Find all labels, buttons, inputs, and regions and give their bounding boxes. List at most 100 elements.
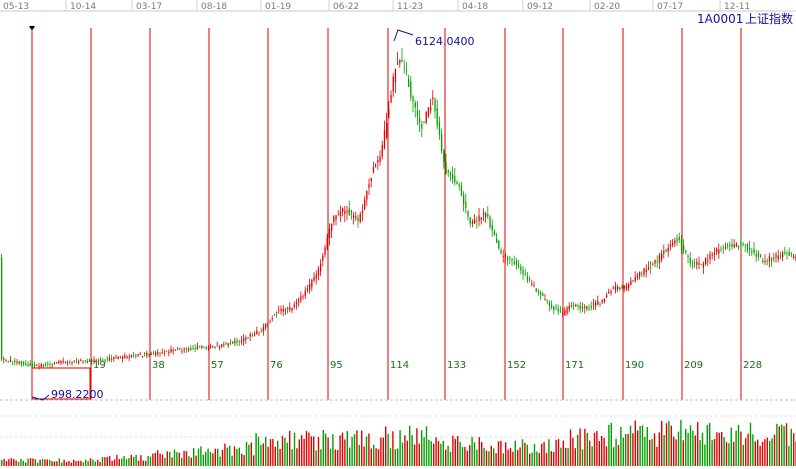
cycle-label: 114 [390,360,409,371]
candle-body [9,359,12,362]
volume-bar [790,428,792,466]
volume-bar [202,454,204,466]
candle-body [293,304,295,307]
candle-body [315,274,317,279]
candle-body [524,273,526,275]
candle-body [53,362,56,365]
candle-body [20,361,23,365]
volume-bar [293,432,296,466]
candle-body [436,107,438,126]
volume-bar [327,437,329,466]
candle-body [280,308,282,312]
candle-body [707,259,709,261]
volume-bars [1,420,796,466]
candle-body [760,256,762,258]
candle-body [601,300,603,302]
candle-body [509,257,511,258]
volume-bar [500,440,502,466]
volume-bar [111,460,113,466]
volume-bar [538,453,540,466]
candle-body [733,244,735,248]
volume-bar [505,442,507,466]
candle-body [513,261,515,264]
candle-body [381,144,383,157]
candle-body [137,353,139,356]
volume-bar [365,436,368,466]
candle-body [82,360,84,362]
volume-bar [454,438,456,466]
volume-bar [200,446,202,466]
candle-body [645,269,647,273]
candle-body [485,213,487,218]
candle-body [577,305,579,307]
candle-body [669,244,672,247]
cycle-label: 152 [507,360,526,371]
candle-body [687,256,689,257]
candle-body [71,361,73,363]
candle-body [328,228,331,239]
candle-body [152,352,155,354]
candle-body [419,118,421,123]
volume-bar [183,450,185,466]
candle-body [359,213,361,223]
candle-body [130,355,133,358]
candle-body [617,286,619,290]
candle-body [493,231,496,236]
volume-bar [567,448,569,466]
candle-body [278,309,280,311]
candle-body [60,361,62,364]
candle-body [342,208,344,212]
volume-bar [351,436,353,466]
candle-body [724,246,727,249]
volume-bar [296,448,298,466]
volume-bar [682,440,684,466]
candle-body [606,295,608,298]
candle-body [502,255,504,257]
candle-body [3,358,5,360]
candle-body [751,251,753,253]
candle-body [174,350,177,351]
candle-body [641,272,643,274]
volume-bar [181,457,183,466]
candle-body [388,108,390,118]
volume-bar [221,449,224,466]
candle-body [146,353,148,356]
volume-bar [627,433,629,466]
candle-body [782,252,784,258]
volume-bar [675,439,677,466]
volume-bar [353,434,356,466]
volume-bar [608,424,610,466]
volume-bar [250,442,252,466]
candle-body [500,250,502,253]
volume-bar [406,440,408,466]
candle-body [232,341,234,344]
volume-bar [476,449,478,466]
volume-bar [113,459,116,466]
volume-bar [185,451,188,466]
volume-bar [668,421,670,466]
volume-bar [749,422,752,466]
candle-body [42,363,45,367]
candle-body [300,296,302,301]
candle-body [738,245,740,248]
candle-body [333,216,335,222]
candle-body [124,355,126,359]
candle-body [469,217,471,224]
candle-body [562,312,564,315]
volume-bar [34,459,36,466]
volume-bar [154,452,156,466]
candle-body [370,177,372,182]
volume-bar [212,453,214,466]
candle-body [265,323,267,328]
volume-bar [416,428,418,466]
candle-body [295,301,298,305]
volume-bar [8,459,10,466]
candle-body [225,342,227,344]
candle-body [551,305,553,308]
volume-bar [363,446,365,466]
candle-body [317,268,320,276]
volume-bar [193,448,195,466]
volume-bar [658,432,660,466]
candle-body [663,251,665,254]
